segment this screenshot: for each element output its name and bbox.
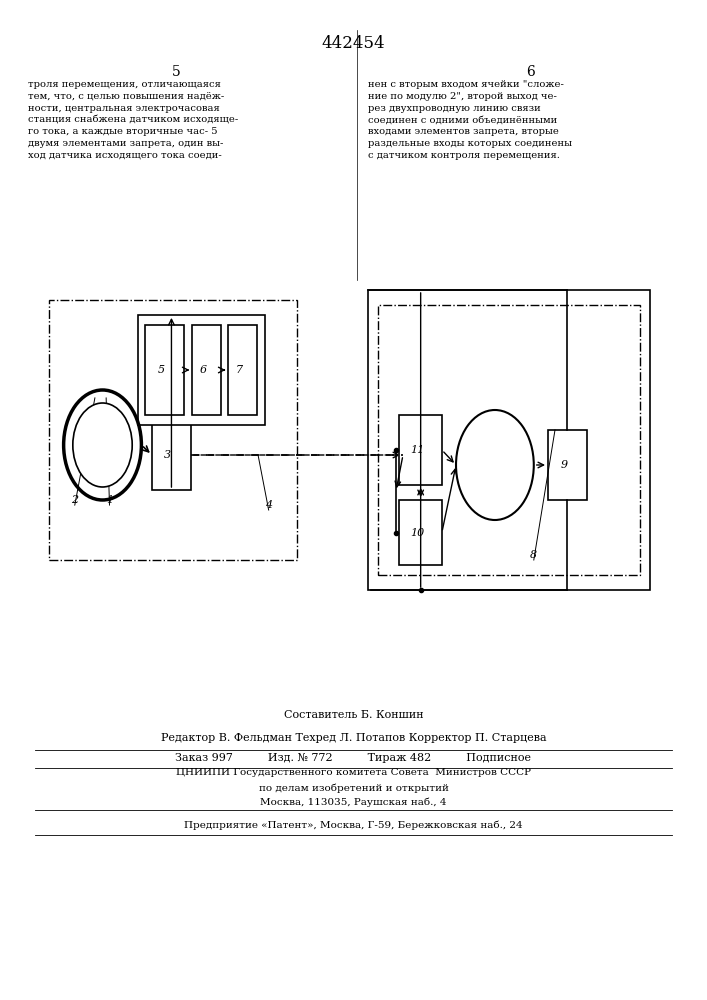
Text: Составитель Б. Коншин: Составитель Б. Коншин xyxy=(284,710,423,720)
Text: 442454: 442454 xyxy=(322,35,385,52)
Bar xyxy=(138,315,265,425)
Text: 11: 11 xyxy=(410,445,424,455)
Bar xyxy=(192,325,221,415)
Circle shape xyxy=(456,410,534,520)
Text: Предприятие «Патент», Москва, Г-59, Бережковская наб., 24: Предприятие «Патент», Москва, Г-59, Бере… xyxy=(185,820,522,830)
Text: 8: 8 xyxy=(530,550,537,560)
Text: ЦНИИПИ Государственного комитета Совета  Министров СССР: ЦНИИПИ Государственного комитета Совета … xyxy=(176,768,531,777)
Bar xyxy=(152,420,191,490)
Text: 5: 5 xyxy=(173,65,181,79)
Bar xyxy=(368,290,650,590)
Text: 3: 3 xyxy=(164,450,171,460)
Bar xyxy=(548,430,587,500)
Text: по делам изобретений и открытий: по делам изобретений и открытий xyxy=(259,784,448,793)
Text: 6: 6 xyxy=(526,65,534,79)
Text: Редактор В. Фельдман Техред Л. Потапов Корректор П. Старцева: Редактор В. Фельдман Техред Л. Потапов К… xyxy=(160,733,547,743)
Text: 2: 2 xyxy=(71,495,78,505)
Text: 4: 4 xyxy=(265,500,272,510)
Text: 7: 7 xyxy=(236,365,243,375)
Text: Заказ 997          Изд. № 772          Тираж 482          Подписное: Заказ 997 Изд. № 772 Тираж 482 Подписное xyxy=(175,753,532,763)
Text: троля перемещения, отличающаяся
тем, что, с целью повышения надёж-
ности, центра: троля перемещения, отличающаяся тем, что… xyxy=(28,80,238,160)
Text: 1: 1 xyxy=(106,495,113,505)
Bar xyxy=(145,325,184,415)
Text: нен с вторым входом ячейки "сложе-
ние по модулю 2", второй выход че-
рез двухпр: нен с вторым входом ячейки "сложе- ние п… xyxy=(368,80,572,160)
Bar xyxy=(378,305,640,575)
Bar xyxy=(399,500,442,565)
Text: 10: 10 xyxy=(410,528,424,538)
Bar xyxy=(399,415,442,485)
Text: 9: 9 xyxy=(561,460,568,470)
Text: 5: 5 xyxy=(158,365,165,375)
Bar xyxy=(49,300,297,560)
Bar xyxy=(228,325,257,415)
Text: 6: 6 xyxy=(200,365,207,375)
Circle shape xyxy=(73,403,132,487)
Text: Москва, 113035, Раушская наб., 4: Москва, 113035, Раушская наб., 4 xyxy=(260,798,447,807)
